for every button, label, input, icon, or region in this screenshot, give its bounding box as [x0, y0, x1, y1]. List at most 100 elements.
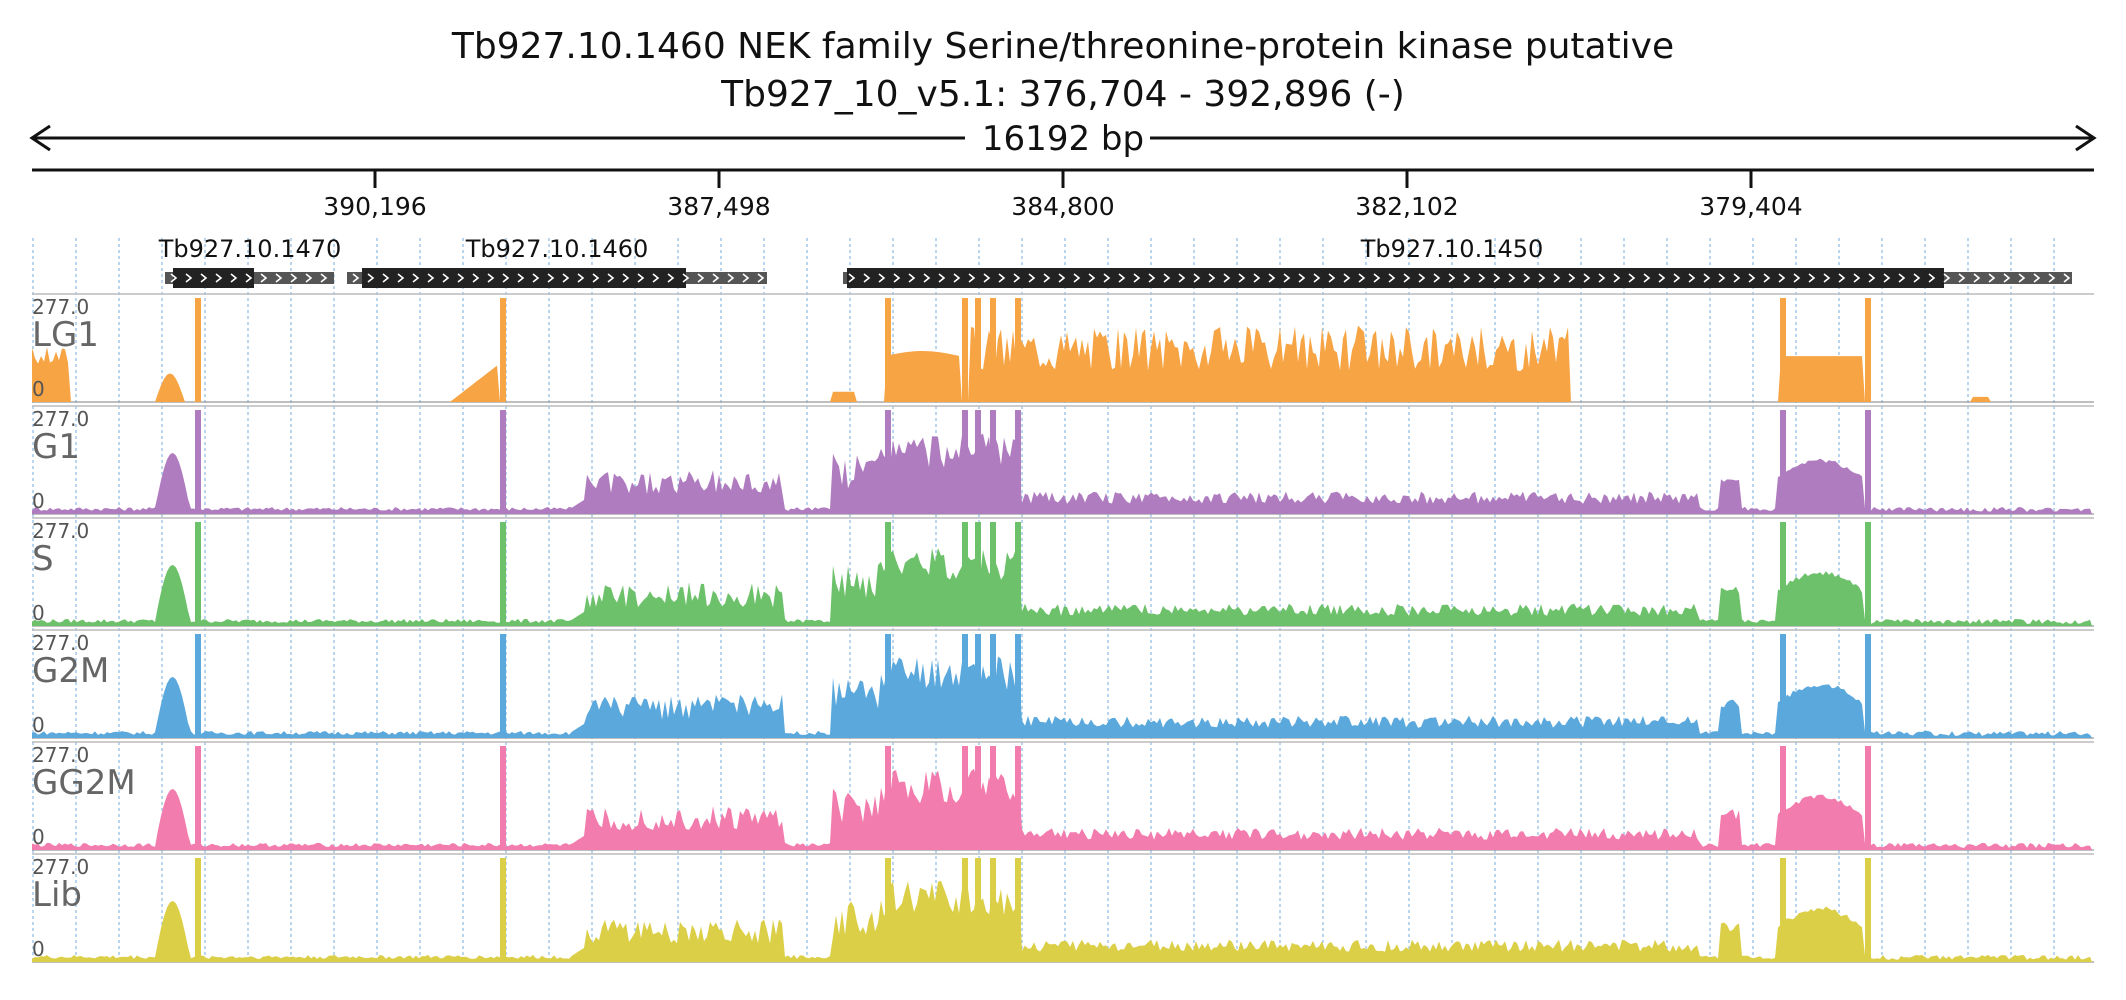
strand-chevron — [1598, 273, 1606, 283]
coverage-spike — [975, 746, 981, 850]
strand-chevron — [442, 273, 450, 283]
coverage-spike — [195, 410, 201, 514]
span-arrow — [29, 124, 2097, 152]
strand-chevron — [352, 273, 360, 283]
strand-chevron — [1208, 273, 1216, 283]
coverage-spike — [1015, 634, 1021, 738]
strand-chevron — [1628, 273, 1636, 283]
gene-cds — [173, 268, 254, 288]
span-length-label: 16192 bp — [982, 119, 1144, 159]
strand-chevron — [1388, 273, 1396, 283]
strand-chevron — [712, 273, 720, 283]
coverage-spike — [975, 858, 981, 962]
coverage-spike — [975, 298, 981, 402]
strand-chevron — [1748, 273, 1756, 283]
coverage-spike — [962, 858, 968, 962]
strand-chevron — [457, 273, 465, 283]
strand-chevron — [1088, 273, 1096, 283]
coverage-spike — [1780, 634, 1786, 738]
strand-chevron — [382, 273, 390, 283]
strand-chevron — [1013, 273, 1021, 283]
strand-chevron — [1928, 273, 1936, 283]
strand-chevron — [200, 273, 208, 283]
strand-chevron — [275, 273, 283, 283]
track-min-label: 0 — [32, 713, 45, 737]
track-max-label: 277.0 — [32, 295, 89, 319]
track-name: LG1 — [32, 315, 99, 355]
strand-chevron — [592, 273, 600, 283]
strand-chevron — [727, 273, 735, 283]
coverage-spike — [885, 410, 891, 514]
gene-model: Tb927.10.1460 — [347, 235, 767, 288]
strand-chevron — [757, 273, 765, 283]
strand-chevron — [1898, 273, 1906, 283]
strand-chevron — [562, 273, 570, 283]
strand-chevron — [1733, 273, 1741, 283]
strand-chevron — [1478, 273, 1486, 283]
strand-chevron — [1688, 273, 1696, 283]
coverage-spike — [1015, 522, 1021, 626]
strand-chevron — [1058, 273, 1066, 283]
strand-chevron — [547, 273, 555, 283]
strand-chevron — [908, 273, 916, 283]
ruler-tick-label: 379,404 — [1699, 192, 1802, 221]
strand-chevron — [2018, 273, 2026, 283]
coverage-spike — [195, 298, 201, 402]
coverage-spike — [195, 858, 201, 962]
strand-chevron — [1763, 273, 1771, 283]
strand-chevron — [1808, 273, 1816, 283]
strand-chevron — [170, 273, 178, 283]
strand-chevron — [1493, 273, 1501, 283]
coverage-spike — [990, 746, 996, 850]
strand-chevron — [923, 273, 931, 283]
coverage-spike — [1015, 298, 1021, 402]
coverage-spike — [500, 522, 506, 626]
coverage-spike — [195, 634, 201, 738]
strand-chevron — [2063, 273, 2071, 283]
coverage-spike — [990, 410, 996, 514]
coverage-spike — [1780, 298, 1786, 402]
track-name: Lib — [32, 875, 82, 915]
coverage-tracks: 277.00LG1277.00G1277.00S277.00G2M277.00G… — [32, 293, 2094, 963]
strand-chevron — [320, 273, 328, 283]
strand-chevron — [367, 273, 375, 283]
strand-chevron — [1073, 273, 1081, 283]
coverage-spike — [500, 410, 506, 514]
strand-chevron — [682, 273, 690, 283]
strand-chevron — [472, 273, 480, 283]
coverage-track: 277.0 0 S — [32, 517, 2094, 627]
coverage-track: 277.0 0 Lib — [32, 853, 2094, 963]
coverage-spike — [1780, 746, 1786, 850]
ruler-ticks: 390,196 387,498 384,800 382,102 379,404 — [323, 170, 1803, 221]
strand-chevron — [1523, 273, 1531, 283]
strand-chevron — [1703, 273, 1711, 283]
gene-model: Tb927.10.1470 — [158, 235, 342, 288]
coverage-track: 277.0 0 GG2M — [32, 741, 2094, 851]
strand-chevron — [1853, 273, 1861, 283]
strand-chevron — [1178, 273, 1186, 283]
strand-chevron — [1118, 273, 1126, 283]
track-name: S — [32, 539, 54, 579]
strand-chevron — [983, 273, 991, 283]
strand-chevron — [1268, 273, 1276, 283]
coverage-spike — [962, 746, 968, 850]
coverage-spike — [1865, 298, 1871, 402]
strand-chevron — [230, 273, 238, 283]
coverage-track: 277.0 0 G1 — [32, 405, 2094, 515]
strand-chevron — [1313, 273, 1321, 283]
coverage-spike — [1015, 858, 1021, 962]
strand-chevron — [637, 273, 645, 283]
strand-chevron — [1958, 273, 1966, 283]
ruler-tick-label: 384,800 — [1011, 192, 1114, 221]
strand-chevron — [607, 273, 615, 283]
coverage-spike — [1780, 858, 1786, 962]
coverage-spike — [885, 858, 891, 962]
ruler-tick-label: 387,498 — [667, 192, 770, 221]
coverage-spike — [990, 634, 996, 738]
strand-chevron — [1403, 273, 1411, 283]
strand-chevron — [1028, 273, 1036, 283]
gene-label: Tb927.10.1470 — [158, 235, 342, 263]
gene-label: Tb927.10.1450 — [1360, 235, 1544, 263]
strand-chevron — [1673, 273, 1681, 283]
strand-chevron — [1103, 273, 1111, 283]
